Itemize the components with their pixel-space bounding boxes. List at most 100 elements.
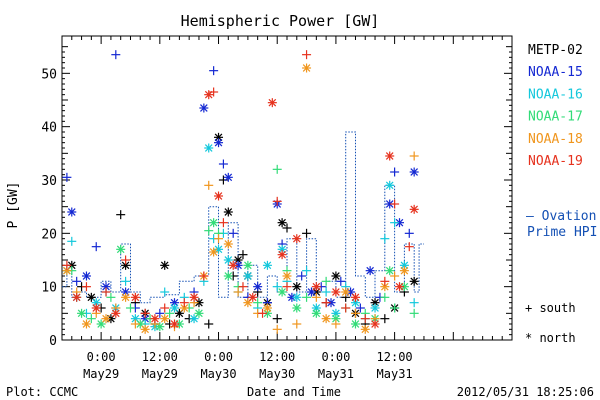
data-point xyxy=(140,324,150,334)
legend-entry: NOAA-17 xyxy=(528,110,583,125)
data-point xyxy=(409,151,419,161)
legend-entry: NOAA-18 xyxy=(528,132,583,147)
data-point xyxy=(404,228,414,238)
data-point xyxy=(272,164,282,174)
data-point xyxy=(165,308,175,318)
x-tick-label-date: May31 xyxy=(318,367,354,381)
data-point xyxy=(72,292,82,302)
data-point xyxy=(81,271,91,281)
data-point xyxy=(218,218,228,228)
data-point xyxy=(121,292,131,302)
data-point xyxy=(272,282,282,292)
data-point xyxy=(390,218,400,228)
data-point xyxy=(238,250,248,260)
data-point xyxy=(302,50,312,60)
data-point xyxy=(390,303,400,313)
data-point xyxy=(91,303,101,313)
data-point xyxy=(155,308,165,318)
data-point xyxy=(282,282,292,292)
data-point xyxy=(223,255,233,265)
x-tick-label-time: 0:00 xyxy=(204,350,233,364)
data-point xyxy=(341,303,351,313)
y-tick-label: 50 xyxy=(41,67,57,82)
data-point xyxy=(72,276,82,286)
data-point xyxy=(302,63,312,73)
data-point xyxy=(204,319,214,329)
data-point xyxy=(390,167,400,177)
data-point xyxy=(228,260,238,270)
data-point xyxy=(302,266,312,276)
x-tick-label-time: 0:00 xyxy=(87,350,116,364)
data-point xyxy=(409,276,419,286)
data-point xyxy=(111,50,121,60)
data-point xyxy=(399,266,409,276)
data-point xyxy=(204,226,214,236)
ovation-prime-hpi-line xyxy=(62,131,424,304)
plot-timestamp: 2012/05/31 18:25:06 xyxy=(457,385,594,399)
data-point xyxy=(321,287,331,297)
legend-entry: METP-02 xyxy=(528,43,583,58)
data-point xyxy=(179,298,189,308)
data-points xyxy=(62,50,419,334)
data-point xyxy=(282,271,292,281)
data-point xyxy=(409,167,419,177)
data-point xyxy=(292,292,302,302)
data-point xyxy=(238,282,248,292)
data-point xyxy=(223,207,233,217)
data-point xyxy=(170,303,179,313)
x-tick-label-date: May29 xyxy=(142,367,178,381)
data-point xyxy=(360,314,370,324)
data-point xyxy=(204,143,214,153)
y-tick-label: 10 xyxy=(41,281,57,296)
x-tick-label-date: May30 xyxy=(259,367,295,381)
data-point xyxy=(243,260,253,270)
data-point xyxy=(292,234,302,244)
data-point xyxy=(380,282,390,292)
x-tick-label-date: May29 xyxy=(83,367,119,381)
data-point xyxy=(321,298,331,308)
data-point xyxy=(302,292,312,302)
data-point xyxy=(341,287,351,297)
data-point xyxy=(277,218,287,228)
plot-credit: Plot: CCMC xyxy=(6,385,78,399)
data-point xyxy=(395,282,404,292)
data-point xyxy=(350,292,360,302)
data-point xyxy=(297,271,307,281)
data-point xyxy=(321,314,331,324)
data-point xyxy=(355,303,365,313)
data-point xyxy=(101,314,111,324)
data-point xyxy=(390,271,400,281)
data-point xyxy=(91,242,101,252)
data-point xyxy=(121,255,131,265)
data-point xyxy=(170,319,179,329)
data-point xyxy=(409,308,419,318)
data-point xyxy=(130,319,140,329)
data-point xyxy=(223,172,233,182)
data-point xyxy=(292,303,302,313)
data-point xyxy=(311,292,321,302)
data-point xyxy=(116,210,126,220)
data-point xyxy=(292,282,302,292)
data-point xyxy=(258,308,268,318)
data-point xyxy=(336,276,346,286)
legend: METP-02 NOAA-15 NOAA-16 NOAA-17 NOAA-18 NOAA-… xyxy=(528,43,583,169)
data-point xyxy=(360,324,370,334)
data-point xyxy=(262,303,272,313)
x-tick-label-time: 12:00 xyxy=(377,350,413,364)
data-point xyxy=(101,287,111,297)
data-point xyxy=(385,180,395,190)
data-point xyxy=(370,303,380,313)
data-point xyxy=(350,308,360,318)
data-point xyxy=(292,319,302,329)
data-point xyxy=(77,308,87,318)
data-point xyxy=(380,292,390,302)
data-point xyxy=(233,287,243,297)
data-point xyxy=(262,260,272,270)
data-point xyxy=(331,319,341,329)
data-point xyxy=(253,298,263,308)
data-point xyxy=(194,308,204,318)
data-point xyxy=(111,308,121,318)
data-point xyxy=(130,292,140,302)
data-point xyxy=(62,260,72,270)
ovation-legend-line2: Prime HPI xyxy=(527,225,597,240)
